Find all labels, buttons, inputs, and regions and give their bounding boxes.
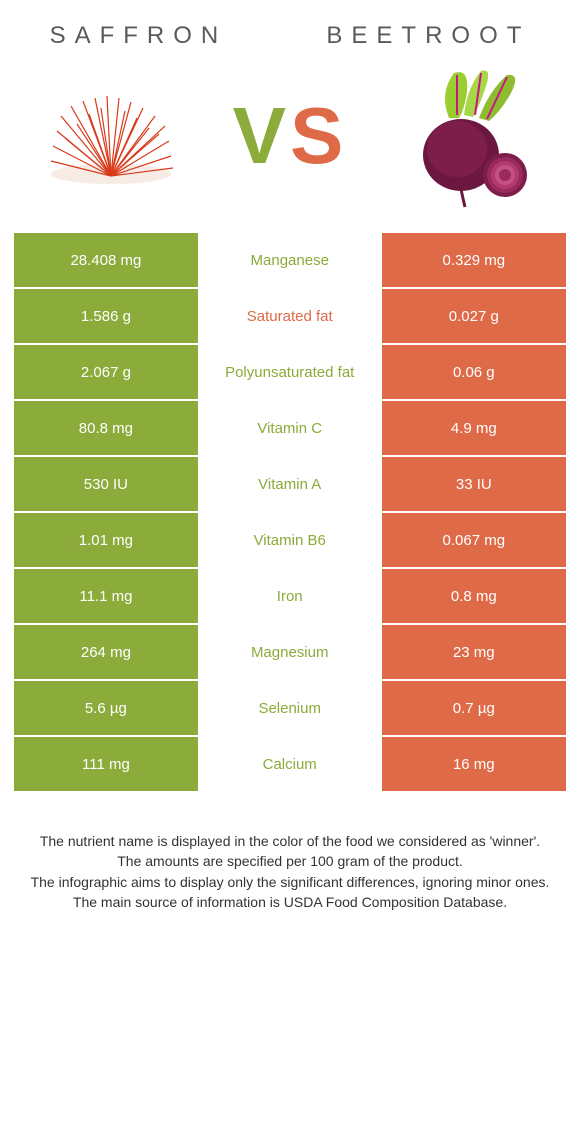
nutrient-name: Vitamin C: [198, 401, 382, 455]
right-value: 4.9 mg: [382, 401, 566, 455]
right-value: 0.06 g: [382, 345, 566, 399]
nutrient-name: Iron: [198, 569, 382, 623]
vs-label: VS: [233, 90, 348, 182]
table-row: 28.408 mgManganese0.329 mg: [14, 233, 566, 287]
food-left-title: Saffron: [50, 22, 228, 50]
left-value: 530 IU: [14, 457, 198, 511]
table-row: 1.586 gSaturated fat0.027 g: [14, 289, 566, 343]
footer-text: The nutrient name is displayed in the co…: [0, 793, 580, 912]
right-value: 0.027 g: [382, 289, 566, 343]
nutrient-name: Selenium: [198, 681, 382, 735]
nutrient-table: 28.408 mgManganese0.329 mg1.586 gSaturat…: [0, 233, 580, 793]
vs-s: S: [290, 91, 347, 180]
table-row: 80.8 mgVitamin C4.9 mg: [14, 401, 566, 455]
table-row: 5.6 µgSelenium0.7 µg: [14, 681, 566, 735]
footer-line: The amounts are specified per 100 gram o…: [24, 851, 556, 871]
food-right-title: Beetroot: [326, 22, 530, 50]
left-value: 80.8 mg: [14, 401, 198, 455]
left-value: 28.408 mg: [14, 233, 198, 287]
table-row: 11.1 mgIron0.8 mg: [14, 569, 566, 623]
nutrient-name: Magnesium: [198, 625, 382, 679]
left-value: 264 mg: [14, 625, 198, 679]
nutrient-name: Saturated fat: [198, 289, 382, 343]
left-value: 11.1 mg: [14, 569, 198, 623]
header: Saffron Beetroot: [0, 0, 580, 58]
right-value: 0.8 mg: [382, 569, 566, 623]
footer-line: The infographic aims to display only the…: [24, 872, 556, 892]
table-row: 530 IUVitamin A33 IU: [14, 457, 566, 511]
nutrient-name: Vitamin A: [198, 457, 382, 511]
right-value: 16 mg: [382, 737, 566, 791]
left-value: 111 mg: [14, 737, 198, 791]
right-value: 0.329 mg: [382, 233, 566, 287]
left-value: 1.01 mg: [14, 513, 198, 567]
beetroot-image: [389, 63, 549, 208]
right-value: 0.7 µg: [382, 681, 566, 735]
table-row: 264 mgMagnesium23 mg: [14, 625, 566, 679]
table-row: 111 mgCalcium16 mg: [14, 737, 566, 791]
nutrient-name: Polyunsaturated fat: [198, 345, 382, 399]
table-row: 2.067 gPolyunsaturated fat0.06 g: [14, 345, 566, 399]
nutrient-name: Manganese: [198, 233, 382, 287]
footer-line: The main source of information is USDA F…: [24, 892, 556, 912]
nutrient-name: Calcium: [198, 737, 382, 791]
vs-v: V: [233, 91, 290, 180]
images-row: VS: [0, 58, 580, 233]
left-value: 2.067 g: [14, 345, 198, 399]
footer-line: The nutrient name is displayed in the co…: [24, 831, 556, 851]
left-value: 1.586 g: [14, 289, 198, 343]
left-value: 5.6 µg: [14, 681, 198, 735]
right-value: 23 mg: [382, 625, 566, 679]
saffron-image: [31, 63, 191, 208]
table-row: 1.01 mgVitamin B60.067 mg: [14, 513, 566, 567]
nutrient-name: Vitamin B6: [198, 513, 382, 567]
right-value: 0.067 mg: [382, 513, 566, 567]
right-value: 33 IU: [382, 457, 566, 511]
